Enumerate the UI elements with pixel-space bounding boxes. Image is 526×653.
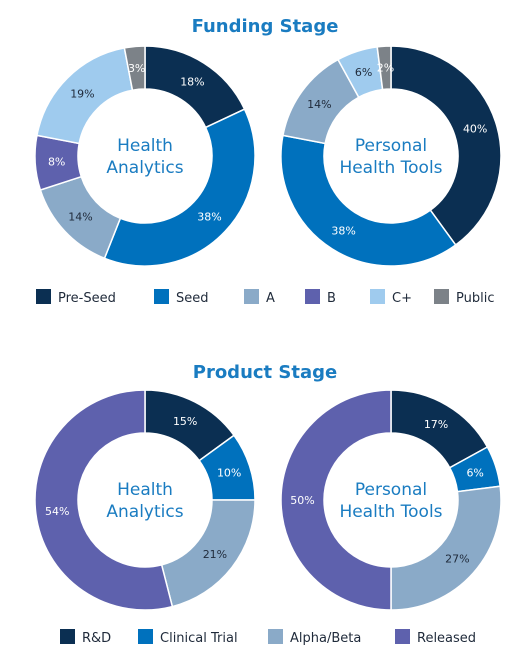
- funding-stage-legend: Pre-Seed Seed A B C+ Public: [36, 289, 494, 306]
- slice-label-c: 19%: [70, 87, 94, 100]
- legend-swatch: [36, 289, 51, 304]
- slice-public: [123, 45, 146, 92]
- slice-label-r-d: 15%: [173, 415, 197, 428]
- funding-stage-title: Funding Stage: [192, 16, 339, 37]
- legend-swatch: [395, 629, 410, 644]
- slice-label-a: 14%: [307, 98, 331, 111]
- legend-swatch: [244, 289, 259, 304]
- legend-item-r-d: R&D: [60, 629, 111, 646]
- legend-label: Released: [417, 631, 476, 646]
- legend-label: C+: [392, 291, 412, 306]
- slice-alpha-beta: [390, 485, 502, 611]
- legend-label: Clinical Trial: [160, 631, 238, 646]
- legend-swatch: [154, 289, 169, 304]
- donut-center-label: Personal Health Tools: [339, 480, 442, 522]
- legend-label: Seed: [176, 291, 209, 306]
- slice-label-r-d: 17%: [424, 418, 448, 431]
- donut-chart-health-analytics: 18% 38% 14% 8% 19% 3% Health Analytics: [34, 45, 256, 267]
- legend-label: A: [266, 291, 275, 306]
- legend-item-b: B: [305, 289, 336, 306]
- legend-item-released: Released: [395, 629, 476, 646]
- slice-label-released: 50%: [290, 494, 314, 507]
- slice-public: [376, 45, 392, 91]
- slice-label-clinical-trial: 6%: [466, 467, 483, 480]
- slice-label-released: 54%: [45, 505, 69, 518]
- legend-label: B: [327, 291, 336, 306]
- legend-swatch: [370, 289, 385, 304]
- slice-pre-seed: [390, 45, 502, 247]
- legend-swatch: [434, 289, 449, 304]
- product-stage-charts: 15% 10% 21% 54% Health Analytics 17% 6% 27% 50% Pe…: [34, 389, 502, 611]
- legend-label: R&D: [82, 631, 111, 646]
- slice-label-alpha-beta: 21%: [203, 548, 227, 561]
- legend-item-seed: Seed: [154, 289, 209, 306]
- legend-item-clinical-trial: Clinical Trial: [138, 629, 238, 646]
- donut-chart-personal-health-tools: 40% 38% 14% 6% 2% Personal Health Tools: [280, 45, 502, 267]
- slice-label-pre-seed: 40%: [463, 123, 487, 136]
- legend-item-alpha-beta: Alpha/Beta: [268, 629, 361, 646]
- slice-released: [280, 389, 392, 611]
- donut-center-label: Health Analytics: [106, 480, 183, 522]
- legend-swatch: [60, 629, 75, 644]
- legend-swatch: [268, 629, 283, 644]
- slice-label-public: 2%: [377, 62, 394, 75]
- slice-released: [34, 389, 174, 611]
- slice-label-clinical-trial: 10%: [217, 467, 241, 480]
- legend-swatch: [138, 629, 153, 644]
- slice-label-b: 8%: [48, 156, 65, 169]
- slice-label-seed: 38%: [331, 225, 355, 238]
- donut-chart-health-analytics: 15% 10% 21% 54% Health Analytics: [34, 389, 256, 611]
- legend-label: Alpha/Beta: [290, 631, 361, 646]
- slice-seed: [103, 108, 256, 267]
- slice-label-a: 14%: [68, 211, 92, 224]
- funding-stage-charts: 18% 38% 14% 8% 19% 3% Health Analytics 40% 38% 14%…: [34, 45, 502, 267]
- slice-label-public: 3%: [128, 62, 145, 75]
- legend-label: Pre-Seed: [58, 291, 116, 306]
- legend-item-a: A: [244, 289, 275, 306]
- slice-seed: [280, 134, 457, 267]
- legend-item-c: C+: [370, 289, 412, 306]
- slice-label-pre-seed: 18%: [180, 75, 204, 88]
- legend-swatch: [305, 289, 320, 304]
- donut-chart-personal-health-tools: 17% 6% 27% 50% Personal Health Tools: [280, 389, 502, 611]
- legend-item-public: Public: [434, 289, 494, 306]
- slice-label-alpha-beta: 27%: [445, 553, 469, 566]
- donut-center-label: Personal Health Tools: [339, 136, 442, 178]
- legend-label: Public: [456, 291, 494, 306]
- slice-label-seed: 38%: [197, 211, 221, 224]
- donut-center-label: Health Analytics: [106, 136, 183, 178]
- product-stage-legend: R&D Clinical Trial Alpha/Beta Released: [60, 629, 476, 646]
- product-stage-title: Product Stage: [193, 362, 337, 383]
- slice-label-c: 6%: [355, 66, 372, 79]
- legend-item-pre-seed: Pre-Seed: [36, 289, 116, 306]
